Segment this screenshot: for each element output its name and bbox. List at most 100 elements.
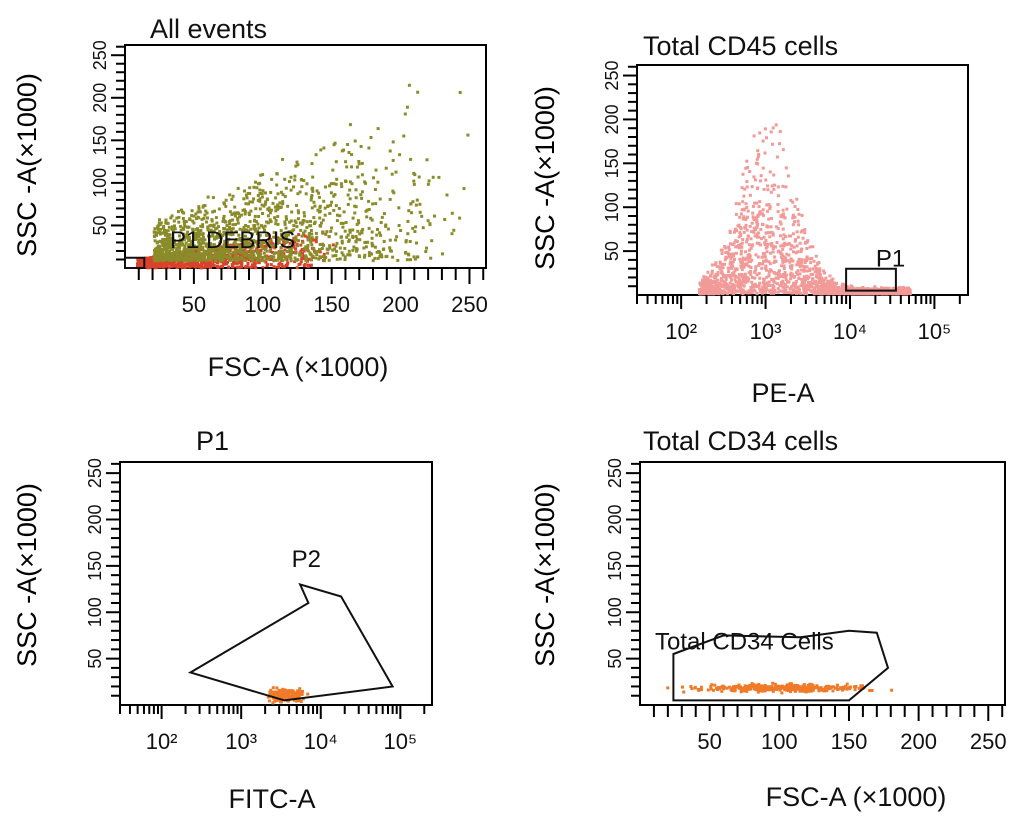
- event-dot: [774, 684, 778, 688]
- event-dot: [293, 694, 297, 698]
- event-dot: [318, 216, 322, 220]
- event-dot: [246, 237, 250, 241]
- event-dot: [763, 683, 767, 687]
- event-dot: [246, 262, 250, 265]
- event-dot: [171, 262, 175, 266]
- event-dot: [281, 200, 285, 204]
- event-dot: [294, 235, 298, 239]
- event-dot: [244, 193, 248, 197]
- event-dot: [824, 276, 828, 280]
- event-dot: [286, 694, 290, 698]
- event-dot: [248, 266, 251, 270]
- event-dot: [177, 264, 181, 268]
- event-dot: [767, 231, 771, 235]
- event-dot: [144, 265, 148, 268]
- event-dot: [759, 227, 763, 231]
- event-dot: [362, 255, 366, 259]
- event-dot: [786, 291, 789, 295]
- event-dot: [328, 244, 332, 248]
- event-dot: [263, 245, 266, 249]
- event-dot: [378, 254, 382, 258]
- x-axis-label: PE-A: [751, 378, 814, 408]
- event-dot: [715, 287, 719, 291]
- event-dot: [302, 257, 306, 261]
- event-dot: [350, 182, 354, 186]
- event-dot: [791, 232, 795, 236]
- event-dot: [780, 691, 784, 695]
- event-dot: [751, 204, 755, 208]
- event-dot: [749, 685, 753, 689]
- event-dot: [749, 273, 753, 277]
- event-dot: [729, 256, 733, 260]
- event-dot: [795, 285, 799, 289]
- event-dot: [760, 684, 764, 688]
- event-dot: [406, 219, 410, 223]
- event-dot: [729, 285, 733, 289]
- event-dot: [704, 286, 708, 290]
- event-dot: [345, 235, 349, 239]
- x-tick-label: 10⁴: [833, 319, 867, 344]
- event-dot: [248, 257, 252, 261]
- event-dot: [690, 687, 694, 691]
- event-dot: [776, 276, 780, 280]
- event-dot: [418, 210, 422, 214]
- event-dot: [768, 170, 772, 174]
- event-dot: [288, 180, 291, 183]
- event-dot: [283, 177, 287, 181]
- event-dot: [725, 287, 729, 290]
- event-dot: [201, 235, 205, 239]
- event-dot: [745, 291, 749, 295]
- event-dot: [373, 256, 377, 260]
- event-dot: [220, 264, 224, 268]
- event-dot: [190, 214, 194, 218]
- event-dot: [378, 231, 382, 235]
- event-dot: [744, 217, 748, 221]
- event-dot: [285, 692, 289, 696]
- event-dot: [305, 220, 309, 224]
- event-dot: [233, 241, 237, 245]
- gate-0: [187, 582, 395, 702]
- event-dot: [310, 236, 314, 240]
- event-dot: [192, 264, 196, 268]
- y-tick-label: 50: [605, 649, 625, 669]
- population-cd34: [666, 681, 894, 695]
- event-dot: [780, 264, 784, 268]
- event-dot: [741, 172, 745, 176]
- event-dot: [407, 83, 411, 87]
- event-dot: [289, 253, 293, 257]
- event-dot: [758, 200, 762, 204]
- event-dot: [706, 276, 710, 280]
- event-dot: [315, 189, 319, 193]
- event-dot: [710, 269, 714, 273]
- event-dot: [339, 221, 343, 225]
- event-dot: [777, 249, 781, 253]
- event-dot: [806, 687, 810, 691]
- event-dot: [793, 215, 797, 219]
- event-dot: [789, 277, 793, 281]
- event-dot: [827, 684, 831, 688]
- event-dot: [185, 255, 189, 259]
- event-dot: [306, 238, 310, 242]
- event-dot: [388, 197, 392, 201]
- event-dot: [356, 229, 360, 233]
- event-dot: [222, 227, 226, 231]
- event-dot: [312, 216, 316, 220]
- event-dot: [745, 180, 749, 184]
- event-dot: [715, 283, 719, 287]
- event-dot: [210, 218, 214, 222]
- event-dot: [353, 139, 357, 143]
- event-dot: [230, 262, 234, 266]
- event-dot: [761, 285, 765, 289]
- event-dot: [338, 257, 342, 261]
- event-dot: [162, 231, 165, 235]
- event-dot: [348, 197, 352, 201]
- event-dot: [441, 252, 444, 256]
- event-dot: [272, 265, 276, 269]
- event-dot: [761, 289, 765, 293]
- event-dot: [177, 240, 181, 244]
- event-dot: [256, 229, 259, 233]
- event-dot: [390, 172, 394, 176]
- event-dot: [328, 184, 332, 188]
- event-dot: [364, 240, 368, 244]
- event-dot: [427, 179, 431, 183]
